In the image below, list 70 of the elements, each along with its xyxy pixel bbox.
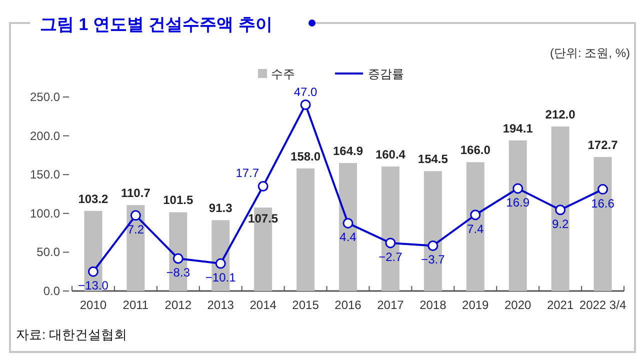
y-tick-label: 0.0 [43, 284, 60, 298]
point [300, 100, 311, 110]
data-label: 16.6 [591, 196, 615, 210]
point [385, 238, 396, 248]
point [598, 184, 608, 195]
bar [126, 205, 145, 291]
x-tick-label: 2013 [207, 298, 234, 312]
x-tick-label: 2017 [377, 298, 404, 312]
x-tick-label: 2020 [504, 298, 532, 312]
point [88, 266, 98, 277]
y-tick-label: 50.0 [36, 245, 60, 260]
text: 자료: 대한건설협회 [16, 327, 128, 342]
point [428, 240, 438, 251]
point [130, 210, 141, 221]
data-label: 158.0 [290, 149, 321, 164]
point [512, 183, 524, 194]
data-label: 212.0 [545, 107, 576, 122]
x-tick-label: 2019 [462, 298, 490, 312]
data-label: 16.9 [506, 195, 530, 210]
y-tick-label: 250.0 [30, 90, 60, 104]
y-tick-label: 100.0 [30, 206, 60, 220]
x-tick-label: 2022 3/4 [579, 298, 626, 312]
x-tick-label: 2010 [80, 298, 107, 312]
data-label: 166.0 [460, 143, 491, 158]
data-label: 91.3 [208, 201, 233, 216]
data-label: 101.5 [163, 193, 194, 208]
legend-label: 증감률 [368, 67, 404, 81]
data-label: 107.5 [248, 212, 278, 226]
data-label: 164.9 [332, 144, 364, 158]
x-tick-label: 2018 [420, 298, 447, 312]
bar [551, 126, 570, 291]
point [215, 258, 226, 269]
data-label: 4.4 [340, 230, 357, 244]
data-label: 17.7 [236, 166, 260, 180]
bar [466, 162, 484, 291]
data-label: 154.5 [418, 152, 448, 166]
data-label: −10.1 [205, 270, 236, 285]
point [470, 210, 481, 220]
point [172, 253, 184, 264]
data-label: 7.4 [467, 222, 484, 236]
bar [594, 156, 612, 291]
data-label: 110.7 [121, 186, 151, 200]
x-tick-label: 2012 [164, 298, 192, 312]
data-label: 47.0 [294, 84, 318, 99]
data-label: 194.1 [502, 121, 534, 136]
point [258, 180, 268, 192]
x-tick-label: 2021 [546, 298, 574, 312]
x-tick-label: 2016 [334, 298, 362, 312]
data-label: 103.2 [78, 192, 109, 206]
y-tick-label: 200.0 [30, 128, 60, 143]
legend-label: 수주 [271, 67, 295, 81]
data-label: −8.3 [166, 266, 190, 280]
data-label: −13.0 [78, 278, 109, 293]
data-label: −2.7 [378, 250, 403, 264]
bar [508, 140, 527, 291]
x-tick-label: 2015 [292, 298, 320, 312]
data-label: −3.7 [421, 252, 446, 267]
x-tick-label: 2011 [122, 298, 149, 312]
data-label: 7.2 [127, 222, 144, 236]
point [342, 218, 354, 228]
data-label: 9.2 [552, 216, 569, 231]
x-tick-label: 2014 [250, 298, 277, 312]
bar [296, 168, 315, 291]
bar [339, 163, 357, 291]
data-label: 160.4 [375, 148, 406, 162]
chart-title: 그림 1 연도별 건설수주액 추이 [40, 15, 272, 34]
data-label: 172.7 [588, 138, 618, 152]
text: (단위: 조원, %) [550, 46, 630, 60]
y-tick-label: 150.0 [30, 168, 60, 182]
point [555, 204, 566, 216]
